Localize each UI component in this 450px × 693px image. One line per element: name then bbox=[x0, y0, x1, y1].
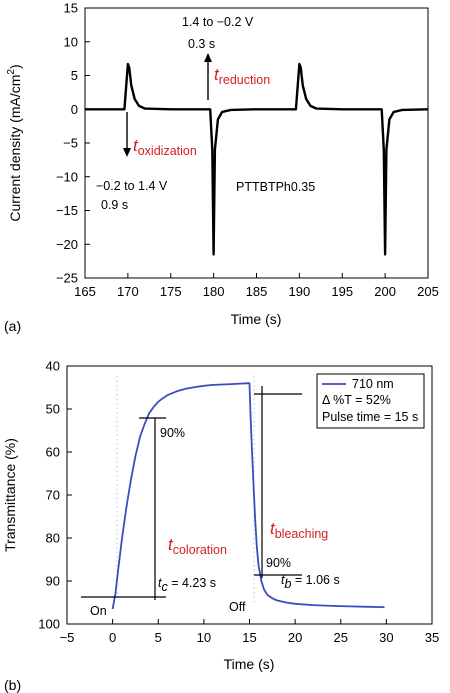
tc-t: t bbox=[158, 576, 162, 590]
chart-a-x-tick-label: 170 bbox=[117, 284, 139, 299]
tc-value: = 4.23 s bbox=[168, 576, 216, 590]
chart-b-y-tick-label: 70 bbox=[46, 488, 60, 503]
chart-b-y-tick-label: 50 bbox=[46, 402, 60, 417]
chart-a-x-ticks: 165 170 175 180 185 190 195 200 205 bbox=[74, 273, 439, 299]
off-label: Off bbox=[229, 600, 246, 614]
t-coloration-sub: coloration bbox=[173, 543, 227, 557]
chart-b-series-line bbox=[111, 382, 385, 610]
chart-a-y-tick-label: 15 bbox=[64, 1, 78, 16]
chart-a-y-tick-label: −20 bbox=[56, 237, 78, 252]
chart-a-y-tick-label: −5 bbox=[63, 136, 78, 151]
chart-a-y-tick-label: 10 bbox=[64, 34, 78, 49]
chart-b-y-tick-label: 100 bbox=[38, 617, 60, 632]
tb-value: = 1.06 s bbox=[291, 573, 339, 587]
tc-label: tc = 4.23 s bbox=[158, 576, 216, 594]
chart-a-x-tick-label: 205 bbox=[417, 284, 439, 299]
chart-b-x-tick-label: 10 bbox=[197, 630, 211, 645]
chart-a-y-tick-label: 0 bbox=[71, 102, 78, 117]
tb-t: t bbox=[281, 573, 285, 587]
reduction-arrowhead bbox=[204, 53, 212, 62]
chart-a-y-axis-title: Current density (mA/cm2) bbox=[6, 64, 23, 221]
chart-a-x-tick-label: 200 bbox=[374, 284, 396, 299]
chart-a-x-tick-label: 165 bbox=[74, 284, 96, 299]
chart-a-x-tick-label: 180 bbox=[203, 284, 225, 299]
chart-a-panel-label: (a) bbox=[4, 318, 21, 334]
chart-a-x-tick-label: 190 bbox=[289, 284, 311, 299]
chart-a-y-tick-label: −10 bbox=[56, 169, 78, 184]
oxidation-step-label: −0.2 to 1.4 V bbox=[96, 179, 168, 193]
chart-a-x-tick-label: 175 bbox=[160, 284, 182, 299]
chart-b-legend: 710 nm Δ %T = 52% Pulse time = 15 s bbox=[316, 373, 425, 429]
chart-b-x-axis-title: Time (s) bbox=[224, 656, 275, 672]
t-bleaching-t: t bbox=[270, 519, 276, 538]
chart-a-x-tick-label: 185 bbox=[246, 284, 268, 299]
tb-label: tb = 1.06 s bbox=[281, 573, 340, 591]
chart-a-y-tick-label: −25 bbox=[56, 271, 78, 286]
legend-series-label: 710 nm bbox=[352, 377, 394, 391]
chart-b-x-tick-label: 35 bbox=[425, 630, 439, 645]
chart-a-y-tick-label: −15 bbox=[56, 203, 78, 218]
chart-a-y-axis-title-sup: 2 bbox=[6, 69, 17, 75]
t-coloration-label: tcoloration bbox=[168, 535, 227, 557]
tc-sub: c bbox=[161, 580, 168, 594]
t-coloration-t: t bbox=[168, 535, 174, 554]
tb-sub: b bbox=[284, 577, 291, 591]
t-oxidization-t: t bbox=[133, 136, 139, 155]
chart-a-y-axis-title-main: Current density (mA/cm bbox=[7, 75, 23, 222]
chart-b-y-tick-label: 90 bbox=[46, 574, 60, 589]
chart-a-x-axis-title: Time (s) bbox=[231, 311, 282, 327]
on-label: On bbox=[90, 604, 107, 618]
legend-box bbox=[316, 373, 425, 429]
bleaching-90-label: 90% bbox=[266, 556, 291, 570]
chart-b-y-axis-title: Transmittance (%) bbox=[2, 438, 18, 552]
legend-delta-line: Δ %T = 52% bbox=[322, 393, 391, 407]
reduction-time-label: 0.3 s bbox=[188, 37, 215, 51]
chart-b-y-tick-label: 60 bbox=[46, 445, 60, 460]
t-reduction-sub: reduction bbox=[219, 73, 270, 87]
t-reduction-label: treduction bbox=[214, 65, 270, 87]
t-oxidization-sub: oxidization bbox=[138, 144, 197, 158]
chart-b-x-ticks: −5 0 5 10 15 20 25 30 35 bbox=[60, 619, 439, 645]
coloration-90-label: 90% bbox=[160, 426, 185, 440]
chart-b-x-tick-label: −5 bbox=[60, 630, 75, 645]
reduction-step-label: 1.4 to −0.2 V bbox=[182, 15, 254, 29]
chart-b-x-tick-label: 30 bbox=[379, 630, 393, 645]
chart-a-y-tick-label: 5 bbox=[71, 68, 78, 83]
chart-b-x-tick-label: 5 bbox=[155, 630, 162, 645]
oxidation-time-label: 0.9 s bbox=[101, 198, 128, 212]
oxidization-arrowhead bbox=[123, 148, 131, 157]
chart-b-y-ticks: 40 50 60 70 80 90 100 bbox=[38, 359, 72, 632]
chart-b-x-tick-label: 25 bbox=[334, 630, 348, 645]
t-bleaching-sub: bleaching bbox=[275, 527, 329, 541]
t-oxidization-label: toxidization bbox=[133, 136, 197, 158]
chart-a-y-ticks: 15 10 5 0 −5 −10 −15 −20 −25 bbox=[56, 1, 90, 286]
legend-pulse-line: Pulse time = 15 s bbox=[322, 410, 418, 424]
chart-b-x-tick-label: 0 bbox=[109, 630, 116, 645]
chart-b-x-tick-label: 20 bbox=[288, 630, 302, 645]
t-reduction-t: t bbox=[214, 65, 220, 84]
sample-label: PTTBTPh0.35 bbox=[236, 180, 315, 194]
chart-a-x-tick-label: 195 bbox=[331, 284, 353, 299]
chart-b-y-tick-label: 80 bbox=[46, 531, 60, 546]
chart-b-y-tick-label: 40 bbox=[46, 359, 60, 374]
chart-b-panel-label: (b) bbox=[4, 677, 21, 693]
chart-a-y-axis-title-end: ) bbox=[7, 64, 23, 69]
chart-a: 165 170 175 180 185 190 195 200 205 15 10 5 0 −5 −10 −… bbox=[4, 1, 439, 335]
chart-b-x-tick-label: 15 bbox=[242, 630, 256, 645]
t-bleaching-label: tbleaching bbox=[270, 519, 328, 541]
chart-a-series-line bbox=[85, 62, 429, 256]
